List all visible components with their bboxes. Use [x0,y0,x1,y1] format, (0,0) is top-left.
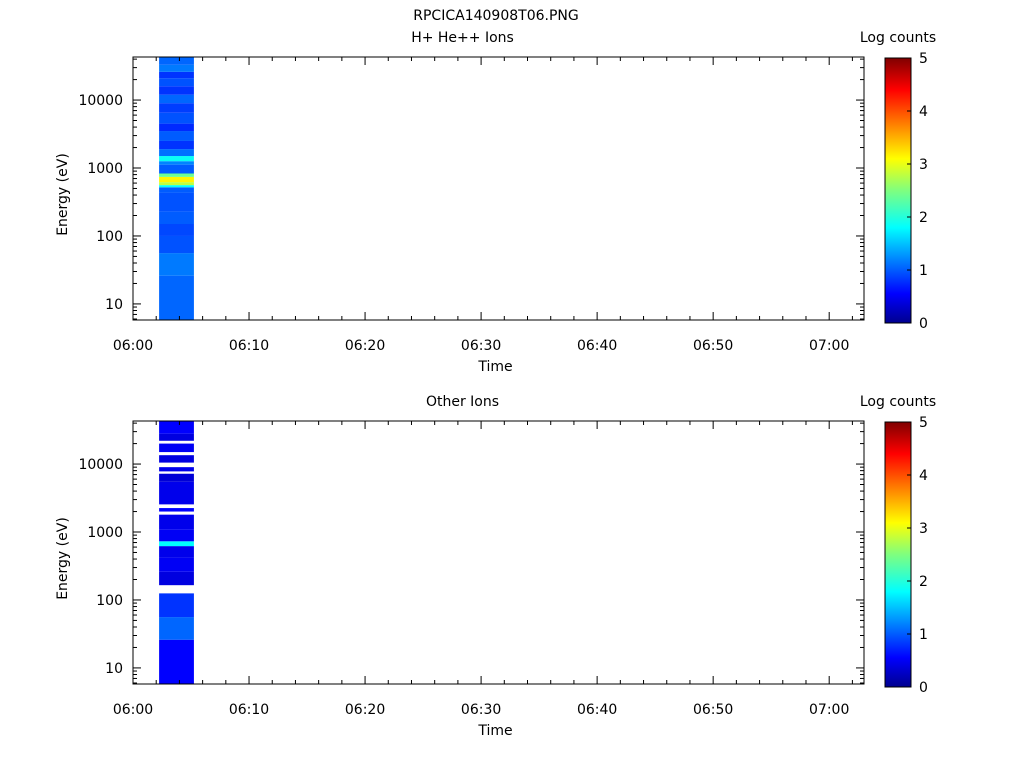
panel-other-ions: Other Ions 06:00 06:10 06:20 06:30 06:40 06:50… [55,394,936,739]
colorbar-tick-label: 3 [919,157,928,173]
x-tick-label: 06:00 [113,702,153,718]
spectrogram-cell [159,86,194,95]
colorbar [884,421,912,688]
y-tick-label: 1000 [87,525,123,541]
y-tick-label: 100 [96,593,123,609]
y-tick-label: 10000 [78,457,123,473]
spectrogram-cell [159,639,194,684]
spectrogram-cell [159,541,194,547]
colorbar-tick-label: 1 [919,627,928,643]
spectrogram-cell [159,467,194,472]
x-tick-label: 06:10 [229,338,269,354]
spectrogram-cell [159,211,194,224]
spectrogram-cell [159,571,194,586]
spectrogram-cell [159,481,194,505]
spectrogram-cell [159,64,194,72]
spectrogram-cell [159,182,194,186]
y-axis-label: Energy (eV) [55,517,71,600]
spectrogram-cell [159,473,194,482]
spectrogram-cell [159,546,194,558]
y-tick-label: 1000 [87,161,123,177]
x-tick-label: 07:00 [809,702,849,718]
colorbar-tick-label: 3 [919,521,928,537]
spectrogram-cell [159,173,194,177]
x-axis-label: Time [477,359,512,375]
y-axis-label: Energy (eV) [55,153,71,236]
spectrogram-cell [159,103,194,113]
spectrogram-cell [159,235,194,254]
panel-title: Other Ions [426,394,499,410]
x-tick-label: 06:40 [577,338,617,354]
colorbar-tick-label: 2 [919,210,928,226]
spectrogram-cell [159,253,194,276]
spectrogram-cell [159,161,194,165]
colorbar-tick-label: 1 [919,263,928,279]
figure-title: RPCICA140908T06.PNG [413,8,578,24]
colorbar-tick-label: 4 [919,104,928,120]
x-tick-label: 06:40 [577,702,617,718]
colorbar-tick-label: 5 [919,415,928,431]
spectrogram-cell [159,71,194,79]
spectrogram-cell [159,176,194,183]
colorbar-tick-label: 5 [919,51,928,67]
colorbar-label: Log counts [860,30,936,46]
spectrogram-cell [159,275,194,320]
spectrogram-cell [159,112,194,124]
spectrogram-cell [159,455,194,463]
spectrogram-cell [159,149,194,157]
y-tick-label: 100 [96,229,123,245]
y-tick-label: 10 [105,297,123,313]
spectrogram-cell [159,156,194,162]
x-tick-label: 06:20 [345,338,385,354]
x-tick-label: 07:00 [809,338,849,354]
spectrogram-cell [159,617,194,640]
spectrogram-cell [159,78,194,87]
x-tick-label: 06:30 [461,338,501,354]
x-tick-label: 06:00 [113,338,153,354]
spectrogram-cell [159,508,194,512]
x-axis-label: Time [477,723,512,739]
plot-frame [132,420,865,685]
spectrogram-cell [159,529,194,542]
colorbar-label: Log counts [860,394,936,410]
spectrogram-cell [159,514,194,530]
x-tick-label: 06:30 [461,702,501,718]
panel-h-he-ions: H+ He++ Ions 06:00 06:10 06:20 06:30 06:40 06:… [55,30,936,375]
x-tick-label: 06:20 [345,702,385,718]
spectrogram-cell [159,123,194,132]
spectrogram-cell [159,433,194,441]
panel-title: H+ He++ Ions [411,30,514,46]
y-tick-label: 10000 [78,93,123,109]
spectrogram-cell [159,192,194,212]
spectrogram-cell [159,443,194,453]
y-tick-label: 10 [105,661,123,677]
spectrogram-cell [159,131,194,141]
x-tick-label: 06:50 [693,338,733,354]
x-tick-label: 06:50 [693,702,733,718]
spectrogram-cell [159,94,194,104]
colorbar-tick-label: 0 [919,316,928,332]
spectrogram-cell [159,140,194,150]
spectrogram-cell [159,57,194,65]
colorbar-tick-label: 4 [919,468,928,484]
spectrogram-cell [159,185,194,188]
spectrogram-cell [159,164,194,174]
spectrogram-cell [159,187,194,193]
plot-frame [132,56,865,321]
colorbar-tick-label: 2 [919,574,928,590]
spectrogram-cell [159,421,194,434]
colorbar [884,57,912,324]
spectrogram-cell [159,593,194,618]
colorbar-tick-label: 0 [919,680,928,696]
spectrogram-cell [159,557,194,572]
x-tick-label: 06:10 [229,702,269,718]
spectrogram-cell [159,223,194,236]
